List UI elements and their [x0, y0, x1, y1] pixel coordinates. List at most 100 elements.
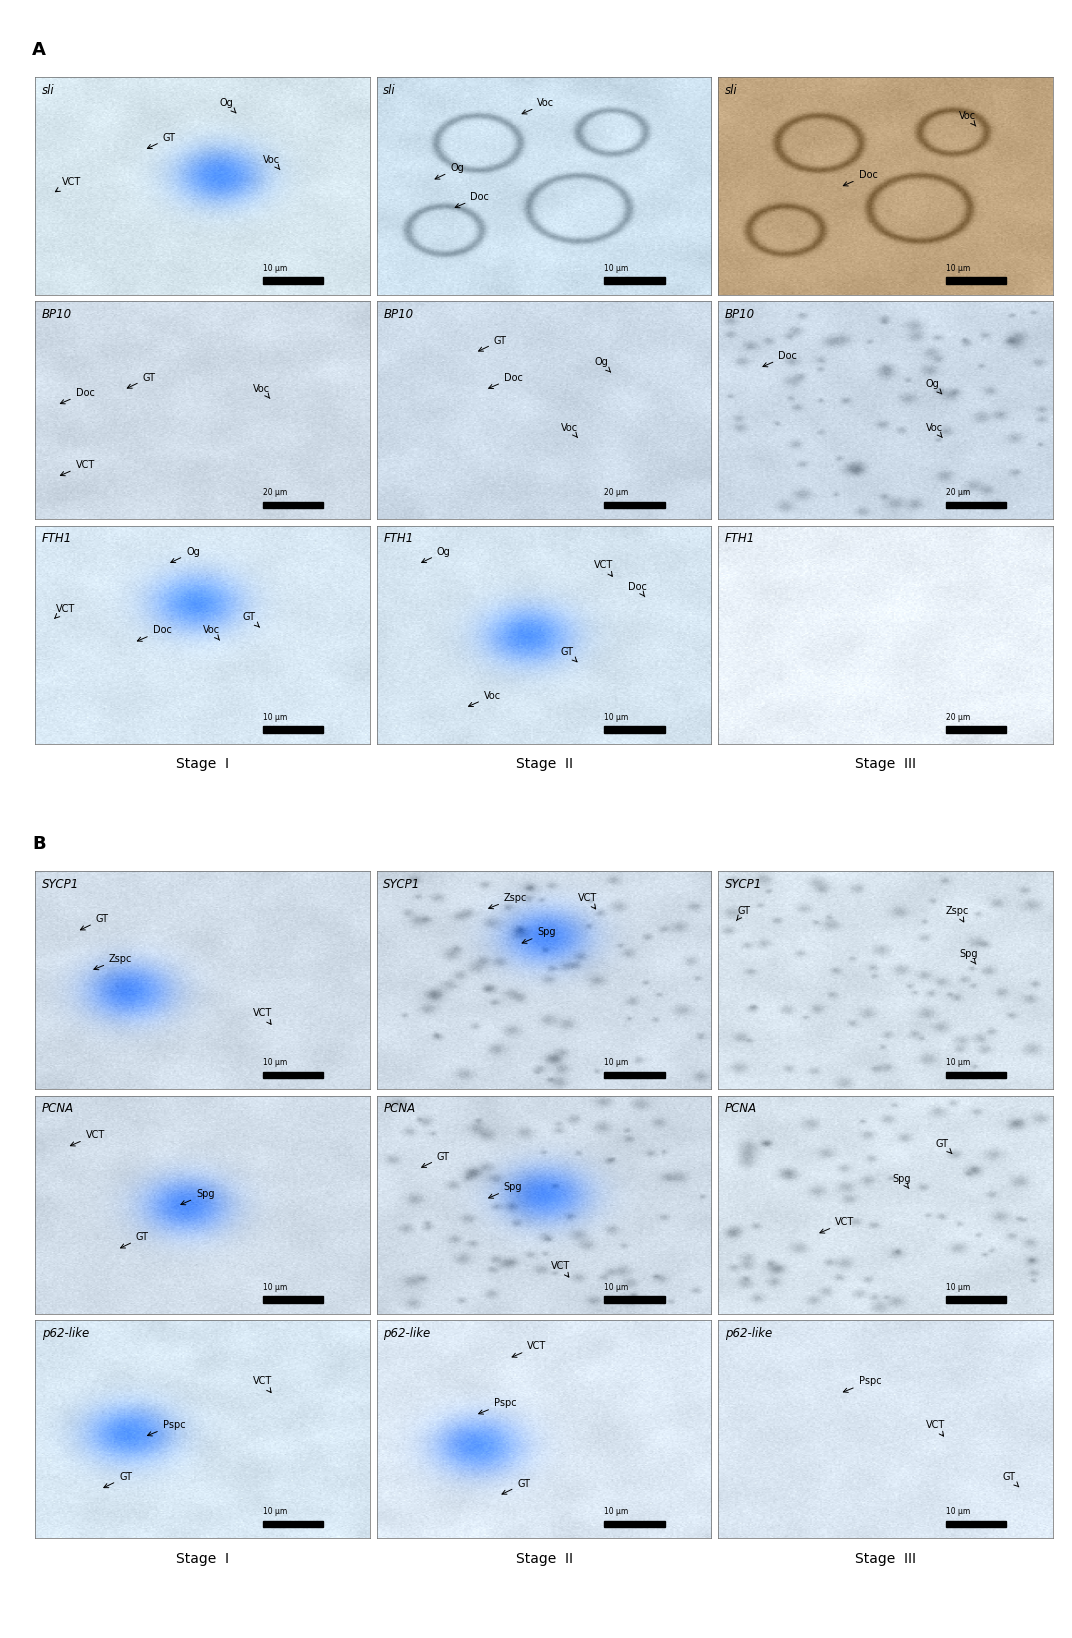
Text: SYCP1: SYCP1: [725, 878, 762, 891]
Text: GT: GT: [243, 613, 259, 627]
Text: VCT: VCT: [512, 1342, 547, 1358]
Text: Voc: Voc: [263, 154, 280, 170]
Text: GT: GT: [128, 372, 155, 388]
Text: Og: Og: [220, 98, 236, 113]
Text: p62-like: p62-like: [42, 1327, 89, 1340]
Text: Pspc: Pspc: [148, 1420, 185, 1437]
Bar: [946, 501, 1006, 508]
Text: Spg: Spg: [181, 1189, 214, 1206]
Bar: [946, 726, 1006, 732]
Text: VCT: VCT: [71, 1130, 105, 1147]
Text: VCT: VCT: [578, 893, 597, 909]
Text: 20 μm: 20 μm: [946, 713, 970, 722]
Text: GT: GT: [561, 647, 577, 662]
Text: Doc: Doc: [456, 192, 489, 208]
Text: 10 μm: 10 μm: [605, 713, 628, 722]
Text: 20 μm: 20 μm: [605, 488, 628, 498]
Bar: [263, 277, 324, 283]
Text: sli: sli: [42, 84, 55, 97]
Text: GT: GT: [936, 1138, 952, 1153]
Text: Pspc: Pspc: [844, 1376, 881, 1392]
Bar: [605, 1520, 665, 1527]
Text: Og: Og: [421, 547, 450, 562]
Text: Doc: Doc: [763, 351, 796, 367]
Text: GT: GT: [1002, 1473, 1018, 1487]
Text: SYCP1: SYCP1: [384, 878, 420, 891]
Text: Zspc: Zspc: [94, 953, 133, 970]
Text: VCT: VCT: [253, 1376, 272, 1392]
Text: Zspc: Zspc: [946, 906, 969, 922]
Text: 10 μm: 10 μm: [263, 713, 287, 722]
Bar: [946, 1520, 1006, 1527]
Bar: [605, 277, 665, 283]
Bar: [946, 277, 1006, 283]
Text: Voc: Voc: [959, 111, 977, 126]
Text: 10 μm: 10 μm: [263, 1507, 287, 1517]
Text: Voc: Voc: [522, 98, 554, 115]
Text: B: B: [32, 835, 46, 853]
Text: 10 μm: 10 μm: [263, 264, 287, 274]
Bar: [946, 1071, 1006, 1078]
Text: GT: GT: [147, 133, 176, 149]
Text: PCNA: PCNA: [384, 1102, 416, 1115]
Text: Og: Og: [594, 357, 611, 372]
Text: Doc: Doc: [137, 626, 172, 642]
Text: VCT: VCT: [925, 1420, 944, 1437]
Bar: [605, 501, 665, 508]
Bar: [946, 1296, 1006, 1302]
Text: Spg: Spg: [959, 948, 978, 965]
Text: Stage  II: Stage II: [516, 1551, 572, 1566]
Bar: [605, 726, 665, 732]
Bar: [263, 1520, 324, 1527]
Text: 10 μm: 10 μm: [263, 1283, 287, 1292]
Bar: [263, 726, 324, 732]
Text: Doc: Doc: [844, 170, 877, 187]
Text: GT: GT: [80, 914, 108, 930]
Text: VCT: VCT: [551, 1261, 570, 1278]
Text: Pspc: Pspc: [479, 1397, 517, 1414]
Text: Spg: Spg: [522, 927, 556, 943]
Text: 10 μm: 10 μm: [263, 1058, 287, 1068]
Bar: [263, 1296, 324, 1302]
Text: GT: GT: [120, 1232, 149, 1248]
Text: Voc: Voc: [468, 691, 501, 706]
Text: Voc: Voc: [203, 626, 220, 640]
Text: sli: sli: [384, 84, 396, 97]
Text: Stage  III: Stage III: [854, 757, 915, 771]
Text: Voc: Voc: [925, 423, 942, 437]
Text: 10 μm: 10 μm: [605, 1507, 628, 1517]
Text: Spg: Spg: [489, 1183, 522, 1199]
Text: p62-like: p62-like: [725, 1327, 772, 1340]
Text: GT: GT: [478, 336, 507, 351]
Text: GT: GT: [104, 1473, 132, 1487]
Text: Og: Og: [435, 164, 464, 179]
Text: 10 μm: 10 μm: [946, 264, 970, 274]
Text: Doc: Doc: [628, 581, 646, 596]
Text: GT: GT: [736, 906, 751, 921]
Text: Doc: Doc: [60, 388, 94, 405]
Bar: [263, 1071, 324, 1078]
Text: 10 μm: 10 μm: [946, 1507, 970, 1517]
Text: 10 μm: 10 μm: [605, 1058, 628, 1068]
Text: p62-like: p62-like: [384, 1327, 431, 1340]
Text: SYCP1: SYCP1: [42, 878, 79, 891]
Text: 10 μm: 10 μm: [946, 1058, 970, 1068]
Text: BP10: BP10: [384, 308, 414, 321]
Text: FTH1: FTH1: [42, 532, 72, 545]
Text: A: A: [32, 41, 46, 59]
Text: 10 μm: 10 μm: [605, 1283, 628, 1292]
Text: PCNA: PCNA: [725, 1102, 757, 1115]
Text: Stage  III: Stage III: [854, 1551, 915, 1566]
Text: VCT: VCT: [60, 460, 94, 475]
Text: Zspc: Zspc: [489, 893, 527, 909]
Text: BP10: BP10: [725, 308, 755, 321]
Text: Og: Og: [925, 378, 942, 395]
Text: VCT: VCT: [253, 1007, 272, 1024]
Bar: [605, 1296, 665, 1302]
Text: Voc: Voc: [561, 423, 578, 437]
Text: FTH1: FTH1: [384, 532, 414, 545]
Text: VCT: VCT: [594, 560, 613, 577]
Text: 20 μm: 20 μm: [263, 488, 287, 498]
Text: Spg: Spg: [892, 1173, 910, 1189]
Text: BP10: BP10: [42, 308, 72, 321]
